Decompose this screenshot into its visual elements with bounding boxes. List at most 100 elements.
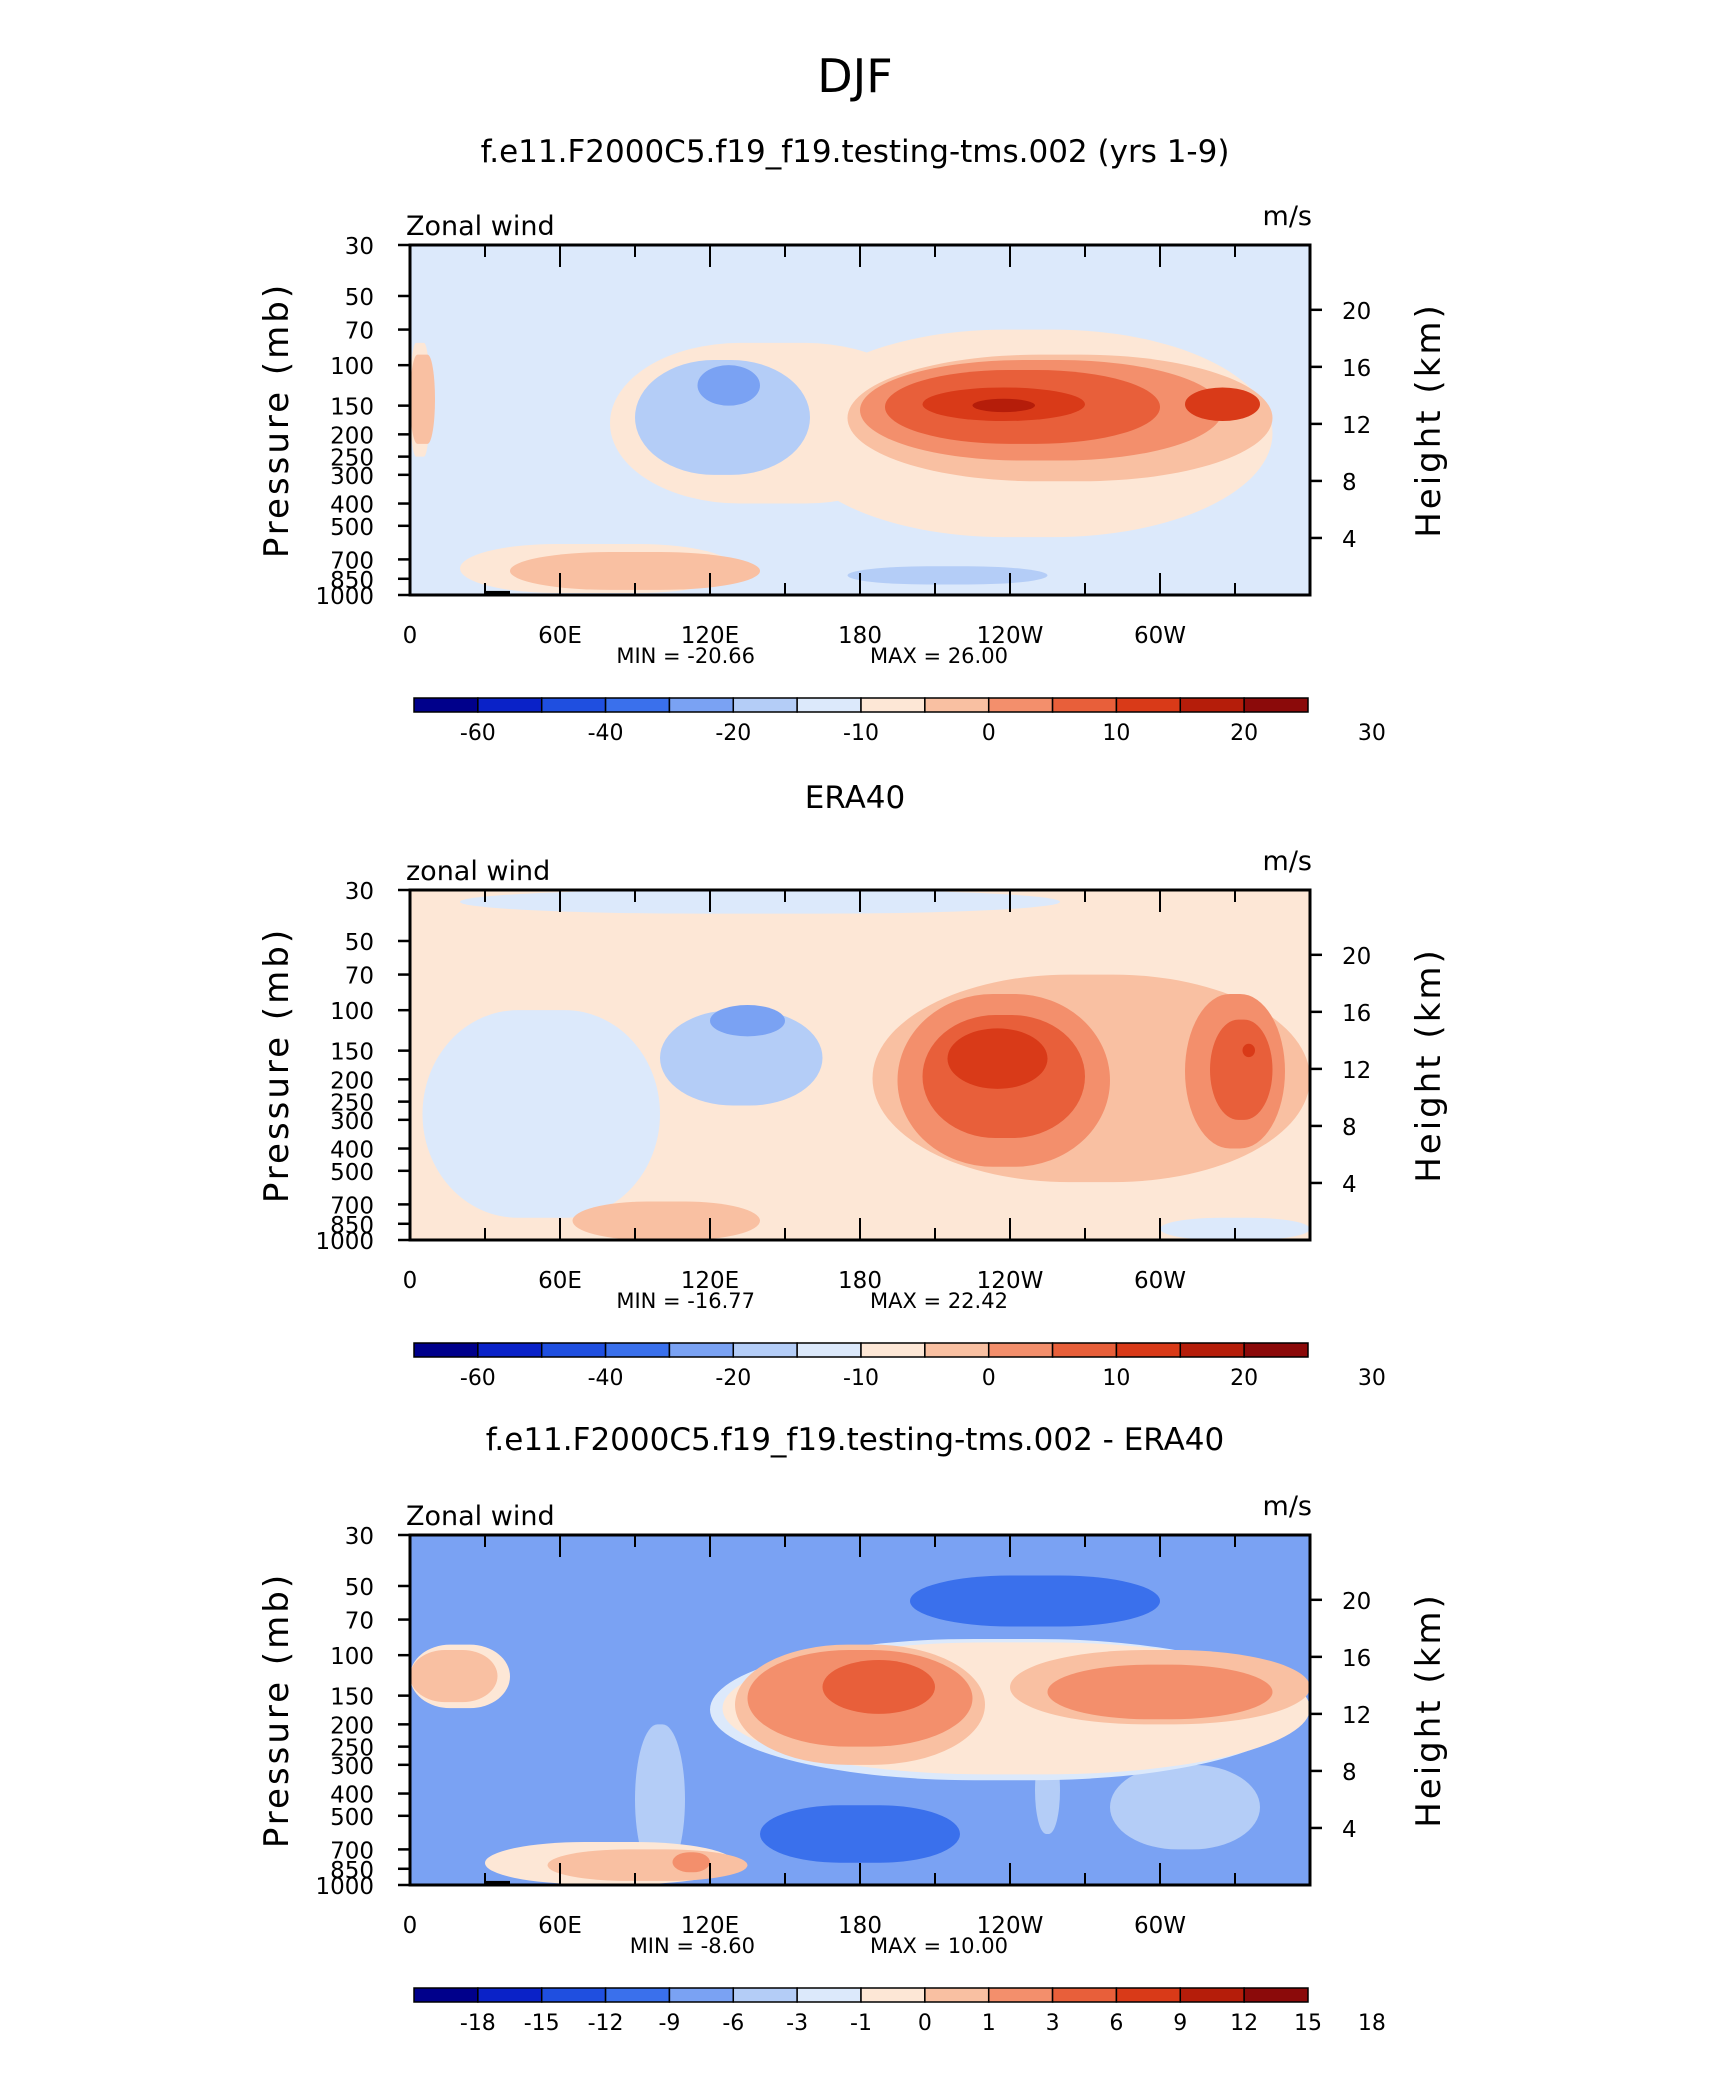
colorbar-swatch [540,1987,607,2003]
pressure-tick-label: 300 [330,1754,374,1780]
contour-region [460,890,1060,914]
contour-region [422,1010,660,1218]
pressure-tick-label: 150 [330,395,374,421]
pressure-tick-label: 150 [330,1685,374,1711]
pressure-tick-label: 300 [330,464,374,490]
colorbar-swatch [668,697,735,713]
colorbar-label: -10 [843,1366,879,1391]
pressure-tick-label: 100 [330,999,374,1025]
height-tick-label: 16 [1342,356,1371,382]
colorbar-swatch [604,697,671,713]
lon-tick-label: 60W [1134,1913,1186,1939]
terrain-block [485,1880,510,1885]
lon-tick-label: 60E [538,623,582,649]
contour-region [410,354,435,444]
colorbar-label: 10 [1102,721,1130,746]
height-tick-label: 4 [1342,1817,1357,1843]
colorbar-swatch [860,1342,926,1358]
pressure-tick-label: 400 [330,1138,374,1164]
height-tick-label: 20 [1342,299,1371,325]
pressure-tick-label: 50 [345,285,374,311]
colorbar-label: -18 [460,2011,496,2036]
colorbar-swatch [1179,1342,1245,1358]
units-label: m/s [1263,846,1312,877]
colorbar-swatch [796,1987,862,2003]
colorbar-label: -40 [588,1366,624,1391]
pressure-tick-label: 300 [330,1109,374,1135]
colorbar-swatch [413,697,479,713]
colorbar-label: 12 [1230,2011,1258,2036]
lon-tick-label: 120E [681,623,739,649]
colorbar-swatch [987,1342,1054,1358]
main-title: DJF [817,49,892,103]
colorbar-label: 20 [1230,1366,1258,1391]
contour-region [847,566,1048,585]
units-label: m/s [1263,201,1312,232]
height-tick-label: 8 [1342,470,1357,496]
colorbar-label: -15 [524,2011,560,2036]
pressure-tick-label: 500 [330,515,374,541]
contour-region [947,1028,1048,1089]
pressure-tick-label: 70 [345,964,374,990]
pressure-tick-label: 100 [330,354,374,380]
contour-region [972,398,1035,413]
colorbar-swatch [796,1342,862,1358]
pressure-tick-label: 400 [330,493,374,519]
pressure-tick-label: 100 [330,1644,374,1670]
pressure-tick-label: 200 [330,1068,374,1094]
pressure-tick-label: 200 [330,423,374,449]
y2-axis-label: Height (km) [1409,302,1449,538]
colorbar: -60 -40 -20 -10 0 10 20 30 [413,697,1386,746]
y-axis-label: Pressure (mb) [257,927,297,1203]
contour-region [1210,1019,1273,1120]
colorbar-swatch [796,697,862,713]
pressure-tick-label: 400 [330,1783,374,1809]
contour-region [710,1005,785,1037]
y2-axis-label: Height (km) [1409,1592,1449,1828]
units-label: m/s [1263,1491,1312,1522]
lon-tick-label: 180 [838,623,882,649]
colorbar-swatch [732,697,798,713]
contour-region [635,360,810,475]
pressure-tick-label: 250 [330,1736,374,1762]
pressure-tick-label: 500 [330,1160,374,1186]
colorbar-swatch [1243,1987,1309,2003]
colorbar-swatch [1115,1987,1182,2003]
lon-tick-label: 180 [838,1913,882,1939]
colorbar-label: -6 [722,2011,744,2036]
colorbar-swatch [540,697,607,713]
colorbar-swatch [860,697,926,713]
min-label: MIN = -16.77 [616,1289,755,1313]
contour-region [760,1805,960,1863]
max-label: MAX = 10.00 [870,1934,1008,1958]
contour-region [697,365,760,406]
pressure-tick-label: 700 [330,1838,374,1864]
height-tick-label: 20 [1342,1589,1371,1615]
pressure-tick-label: 850 [330,1858,374,1884]
colorbar-label: -3 [786,2011,808,2036]
colorbar-label: -12 [588,2011,624,2036]
contour-region [572,1201,760,1240]
colorbar-label: 30 [1358,1366,1386,1391]
pressure-tick-label: 70 [345,1609,374,1635]
colorbar-swatch [477,1342,543,1358]
panel-title: f.e11.F2000C5.f19_f19.testing-tms.002 - … [486,1422,1225,1458]
colorbar-label: 20 [1230,721,1258,746]
height-tick-label: 4 [1342,527,1357,553]
lon-tick-label: 0 [403,1913,418,1939]
colorbar-label: 1 [982,2011,996,2036]
colorbar-swatch [924,697,990,713]
contour-region [1242,1043,1255,1058]
contour-field [410,890,1310,1240]
pressure-tick-label: 50 [345,930,374,956]
contour-region [672,1852,710,1873]
colorbar-label: 0 [982,1366,996,1391]
colorbar: -60 -40 -20 -10 0 10 20 30 [413,1342,1386,1391]
lon-tick-label: 60W [1134,1268,1186,1294]
colorbar-swatch [1115,1342,1182,1358]
contour-region [910,1575,1160,1627]
colorbar-swatch [732,1342,798,1358]
colorbar-swatch [987,1987,1054,2003]
contour-region [1047,1664,1273,1720]
